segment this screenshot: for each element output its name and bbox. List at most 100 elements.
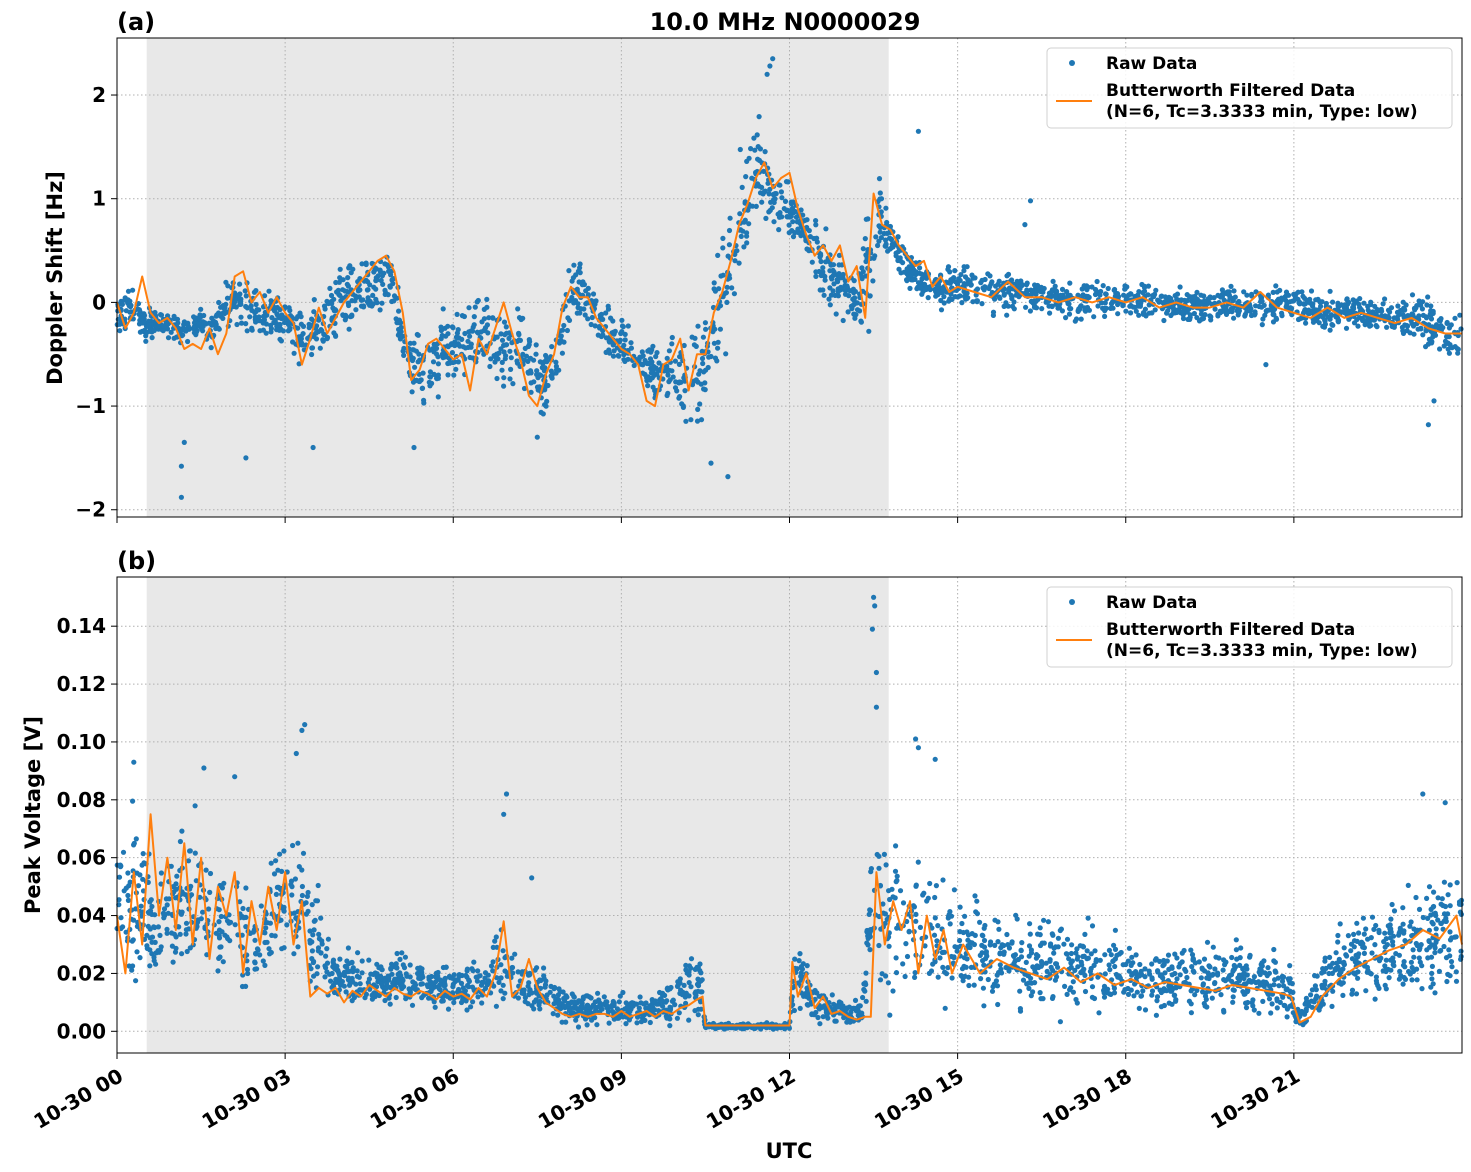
- raw-data-point: [471, 314, 477, 320]
- raw-data-point: [260, 327, 266, 333]
- raw-data-point: [1152, 307, 1158, 313]
- raw-data-point: [1075, 954, 1081, 960]
- raw-data-point: [576, 279, 582, 285]
- raw-data-point: [1324, 309, 1330, 315]
- raw-data-point: [445, 323, 451, 329]
- raw-data-point: [1279, 978, 1286, 984]
- raw-data-point: [1372, 996, 1378, 1002]
- raw-data-point: [415, 332, 421, 338]
- raw-data-point: [1172, 951, 1178, 957]
- raw-data-point: [1285, 976, 1291, 982]
- raw-data-point: [558, 333, 564, 339]
- raw-data-point: [865, 216, 871, 222]
- raw-data-point: [503, 342, 509, 348]
- raw-data-point: [1318, 299, 1324, 305]
- raw-data-point: [1452, 315, 1458, 321]
- raw-data-point: [164, 930, 170, 936]
- raw-data-point: [931, 932, 938, 938]
- raw-data-point: [1140, 290, 1146, 296]
- raw-data-point: [327, 285, 333, 291]
- raw-data-point: [903, 941, 909, 947]
- raw-data-point: [701, 386, 707, 392]
- raw-data-point: [537, 998, 543, 1005]
- raw-data-point: [1455, 350, 1461, 356]
- raw-data-point: [1190, 968, 1196, 974]
- raw-data-point: [643, 1000, 649, 1006]
- raw-data-point: [1411, 954, 1417, 960]
- raw-data-point: [1092, 291, 1099, 298]
- raw-data-point: [315, 882, 321, 889]
- raw-data-point: [888, 245, 894, 251]
- raw-data-point: [616, 353, 622, 359]
- raw-data-point: [949, 296, 955, 302]
- raw-data-point: [262, 962, 268, 969]
- raw-data-point: [900, 900, 907, 906]
- raw-data-outlier: [1431, 398, 1437, 404]
- raw-data-point: [860, 994, 866, 1001]
- raw-data-point: [1065, 301, 1071, 307]
- raw-data-point: [429, 380, 435, 386]
- raw-data-point: [672, 1002, 678, 1008]
- raw-data-point: [1438, 316, 1444, 322]
- raw-data-point: [340, 312, 346, 318]
- raw-data-outlier: [310, 444, 316, 451]
- raw-data-point: [1190, 957, 1196, 963]
- raw-data-point: [1301, 301, 1307, 307]
- raw-data-point: [436, 986, 442, 992]
- raw-data-point: [149, 939, 155, 945]
- raw-data-point: [1253, 289, 1259, 295]
- raw-data-point: [1171, 307, 1177, 313]
- raw-data-point: [990, 984, 996, 990]
- raw-data-point: [1082, 308, 1089, 314]
- raw-data-point: [829, 276, 835, 282]
- raw-data-point: [120, 849, 127, 855]
- raw-data-point: [813, 222, 819, 228]
- raw-data-point: [904, 278, 910, 284]
- raw-data-point: [1230, 987, 1236, 993]
- raw-data-point: [1224, 291, 1230, 297]
- raw-data-point: [694, 981, 701, 988]
- raw-data-point: [543, 403, 549, 409]
- raw-data-point: [299, 342, 305, 348]
- raw-data-point: [400, 962, 406, 968]
- raw-data-point: [1131, 993, 1137, 999]
- raw-data-point: [1124, 284, 1130, 290]
- raw-data-point: [298, 314, 304, 320]
- raw-data-point: [836, 252, 843, 258]
- raw-data-point: [1009, 277, 1015, 283]
- raw-data-point: [912, 970, 918, 976]
- raw-data-point: [1120, 962, 1126, 968]
- raw-data-point: [766, 191, 772, 197]
- raw-data-point: [1251, 974, 1257, 980]
- raw-data-point: [771, 219, 777, 225]
- raw-data-point: [969, 272, 975, 278]
- raw-data-point: [331, 308, 337, 314]
- raw-data-point: [893, 970, 900, 976]
- raw-data-point: [949, 278, 955, 284]
- raw-data-point: [820, 265, 826, 271]
- raw-data-point: [1435, 895, 1441, 901]
- raw-data-point: [501, 319, 508, 325]
- raw-data-point: [1329, 1003, 1335, 1010]
- raw-data-point: [1400, 312, 1406, 318]
- raw-data-point: [964, 956, 970, 962]
- raw-data-point: [1072, 967, 1078, 974]
- raw-data-point: [179, 951, 185, 957]
- raw-data-point: [1215, 292, 1221, 298]
- raw-data-point: [1230, 968, 1236, 974]
- raw-data-point: [266, 288, 272, 294]
- raw-data-point: [849, 306, 855, 312]
- raw-data-point: [140, 876, 146, 882]
- raw-data-point: [1403, 302, 1409, 308]
- raw-data-point: [449, 350, 455, 356]
- raw-data-point: [464, 1007, 470, 1013]
- raw-data-point: [670, 374, 676, 380]
- raw-data-point: [1342, 302, 1348, 308]
- raw-data-point: [174, 873, 180, 879]
- raw-data-point: [303, 911, 309, 917]
- raw-data-point: [152, 924, 158, 931]
- raw-data-point: [1088, 951, 1094, 957]
- raw-data-point: [1231, 288, 1237, 294]
- raw-data-point: [1407, 923, 1413, 929]
- raw-data-point: [622, 331, 628, 337]
